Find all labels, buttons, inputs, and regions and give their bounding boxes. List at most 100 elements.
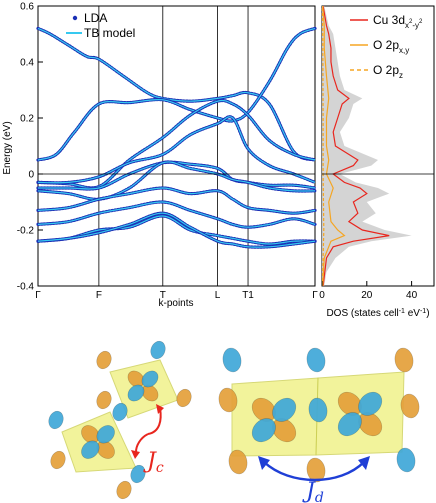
kpoint-label: T (160, 290, 166, 301)
band-tb-1 (37, 27, 316, 161)
jc-label-main: J (143, 449, 157, 474)
dos-total-fill (322, 6, 412, 286)
oxygen-lobe-left (150, 340, 166, 360)
jc-label: Jc (143, 449, 164, 476)
band-lda-6 (36, 186, 317, 215)
dos-legend-oz-main: O 2p (373, 63, 399, 77)
dos-legend-cu-label: Cu 3dx2-y2 (373, 13, 423, 30)
jd-arrow (263, 461, 365, 482)
band-y-axis-label: Energy (eV) (2, 121, 13, 174)
oxygen-lobe-right (228, 449, 248, 475)
orbital-illustrations: Jc Jd (48, 340, 420, 503)
dos-xlabel-suffix: ) (426, 308, 429, 319)
dos-legend-oxy-sub: x,y (399, 46, 409, 55)
cu-right-a-lobe (251, 418, 276, 443)
cu-left-upper-lobe (141, 384, 159, 402)
cu-right-b-lobe (358, 412, 383, 437)
dos-xtick-label: 20 (361, 290, 373, 301)
dos-xlabel-sup2: -1 (420, 308, 426, 315)
dos-series-3 (321, 5, 325, 287)
band-legend: LDA TB model (66, 11, 135, 40)
band-tb-4 (38, 161, 316, 190)
cu-right-a-lobe (251, 397, 276, 422)
band-tb-0 (37, 27, 316, 161)
dos-legend-oxy-label: O 2px,y (373, 38, 409, 55)
dos-x-axis-label: DOS (states cell-1 eV-1) (326, 308, 429, 320)
dos-legend-oxy-main: O 2p (373, 38, 399, 52)
legend-tb-label: TB model (84, 26, 135, 40)
dos-xlabel-prefix: DOS (states cell (326, 308, 398, 319)
dos-panel: 0 20 40 DOS (states cell-1 eV-1) Cu 3dx2-y… (319, 5, 435, 320)
oxygen-lobe-right (308, 397, 328, 423)
band-ytick-label: -0.2 (17, 226, 35, 237)
jd-label-sub: d (315, 490, 324, 503)
oxygen-lobe-left (116, 480, 132, 500)
cu-right-b-lobe (358, 391, 383, 416)
jd-arrowhead-left (258, 456, 270, 470)
dos-xlabel-mid: eV (405, 308, 420, 319)
cu-left-lower-lobe (81, 425, 100, 444)
dos-legend-cu-main: Cu 3d (373, 13, 405, 27)
kpoint-label: T1 (242, 290, 254, 301)
cu-right-b-lobe (337, 391, 362, 416)
oxygen-lobe-left (50, 450, 66, 470)
oxygen-lobe-left (112, 402, 128, 422)
jd-label: Jd (302, 479, 324, 503)
band-tb-6 (37, 187, 316, 214)
dos-legend-cu-subsep: -y (412, 21, 419, 30)
band-plot-frame (37, 5, 316, 287)
plaquette-left-lower (61, 411, 137, 473)
oxygen-lobe-right (222, 347, 242, 373)
dos-xtick-label: 0 (319, 290, 325, 301)
band-x-axis-label: k-points (158, 298, 193, 309)
jc-arrow-down (135, 433, 149, 453)
oxygen-lobe-left (48, 410, 64, 430)
cu-left-upper-lobe (127, 384, 145, 402)
dos-legend-cu-subsup: 2 (409, 19, 413, 25)
oxygen-lobe-right (396, 447, 416, 473)
cu-right-a-lobe (272, 397, 297, 422)
cu-left-lower-lobe (81, 440, 100, 459)
kpoint-label: Γ (312, 290, 318, 301)
band-structure-panel: -0.4 -0.2 0 0.2 0.4 0.6 Γ F T L T1 Γ Energy (eV) k… (2, 2, 318, 310)
legend-lda-marker (72, 15, 78, 21)
legend-lda-label: LDA (84, 11, 107, 25)
cu-right-b-lobe (337, 412, 362, 437)
dos-xlabel-sup1: -1 (399, 308, 405, 315)
dos-legend-cu-subsup2: 2 (419, 19, 423, 25)
oxygen-lobe-left (176, 388, 192, 408)
dos-legend-cu-sub: x (405, 21, 409, 30)
band-lda-0 (36, 26, 317, 162)
cu-right-a-lobe (272, 418, 297, 443)
dos-legend-oz-sub: z (399, 71, 403, 80)
dos-xtick-label: 40 (406, 290, 418, 301)
oxygen-lobe-right (306, 457, 326, 483)
band-tb-9 (37, 212, 316, 248)
cu-left-upper-lobe (141, 370, 159, 388)
plaquette-right-b (315, 371, 405, 456)
band-ytick-label: -0.4 (17, 282, 35, 293)
jc-arrowhead-up (156, 404, 164, 414)
band-lda-1 (36, 26, 317, 162)
jd-arrowhead-right (358, 456, 370, 470)
jc-label-sub: c (156, 460, 164, 476)
oxygen-lobe-right (218, 387, 238, 413)
jc-arrowhead-down (131, 450, 140, 459)
cu-left-upper-lobe (127, 370, 145, 388)
band-ytick-label: 0.6 (20, 2, 34, 13)
oxygen-lobe-right (306, 347, 326, 373)
band-tb-7 (37, 201, 316, 228)
oxygen-lobe-right (394, 347, 414, 373)
kpoint-label: F (96, 290, 102, 301)
band-ytick-label: 0.4 (20, 58, 34, 69)
jd-label-main: J (302, 479, 316, 503)
kpoint-label: L (215, 290, 221, 301)
dos-series-1 (322, 5, 390, 287)
oxygen-lobe-right (400, 393, 420, 419)
oxygen-lobe-left (96, 390, 112, 410)
kpoint-label: Γ (35, 290, 41, 301)
dos-legend-oz-label: O 2pz (373, 63, 403, 80)
dos-legend: Cu 3dx2-y2 O 2px,y O 2pz (350, 13, 423, 80)
cu-left-lower-lobe (96, 425, 115, 444)
